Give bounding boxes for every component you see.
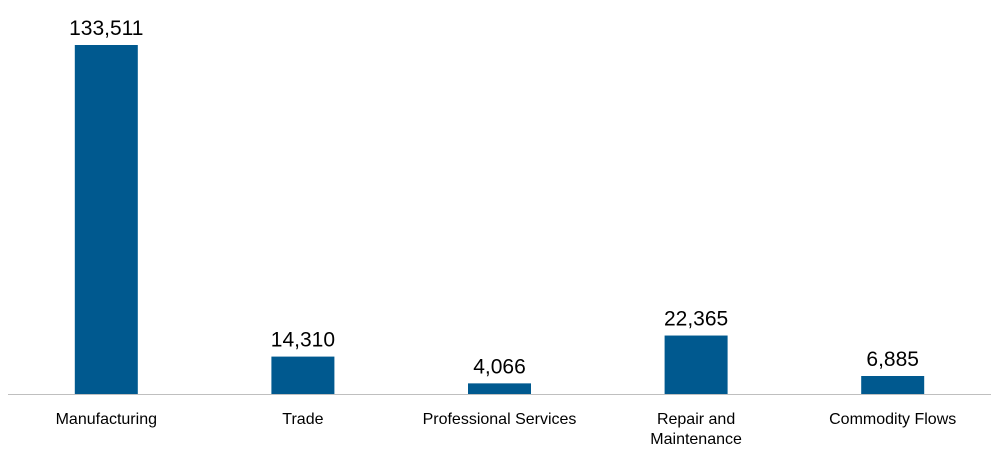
value-label: 14,310 — [271, 329, 335, 352]
bar-trade — [271, 356, 335, 394]
category-label: Commodity Flows — [829, 411, 956, 428]
category-label: Professional Services — [423, 411, 577, 428]
bar-professional-services — [468, 383, 531, 394]
category-labels-group: Manufacturing Trade Professional Services R… — [56, 411, 957, 448]
value-label: 6,885 — [866, 348, 919, 371]
bar-manufacturing — [74, 45, 138, 394]
bars-group — [74, 45, 925, 394]
category-label: Trade — [282, 411, 323, 428]
value-label: 4,066 — [473, 355, 526, 378]
bar-repair-and-maintenance — [664, 335, 728, 394]
value-labels-group: 133,511 14,310 4,066 22,365 6,885 — [69, 17, 919, 378]
value-label: 22,365 — [664, 308, 728, 331]
category-label: Repair and Maintenance — [650, 411, 742, 448]
value-label: 133,511 — [69, 17, 143, 40]
category-label: Manufacturing — [56, 411, 157, 428]
bar-commodity-flows — [861, 376, 925, 394]
